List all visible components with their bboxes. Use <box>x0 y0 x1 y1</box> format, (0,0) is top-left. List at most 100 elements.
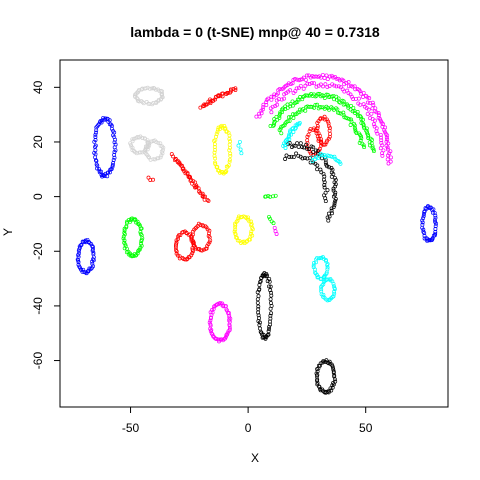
data-point <box>326 121 331 126</box>
data-point <box>386 147 390 152</box>
data-point <box>228 151 233 156</box>
data-point <box>288 104 293 109</box>
data-point <box>227 157 232 162</box>
data-point <box>184 257 189 262</box>
data-point <box>359 91 363 96</box>
data-point <box>334 76 339 81</box>
data-point <box>227 137 232 141</box>
data-point <box>356 96 361 101</box>
data-point <box>311 145 316 150</box>
y-tick-label: 40 <box>31 80 45 94</box>
data-point <box>264 100 269 105</box>
data-point <box>433 220 438 224</box>
data-point <box>422 233 427 238</box>
data-point <box>384 135 389 140</box>
data-point <box>257 323 262 327</box>
data-point <box>194 225 199 230</box>
data-point <box>432 218 437 223</box>
data-point <box>146 154 151 159</box>
x-axis: -50 0 50 <box>122 406 373 435</box>
data-point <box>320 116 325 121</box>
data-point <box>193 246 198 251</box>
data-point <box>310 155 315 160</box>
data-point <box>333 379 338 384</box>
data-point <box>314 148 318 153</box>
data-point <box>319 287 324 292</box>
data-point <box>158 141 163 146</box>
data-point <box>378 117 383 122</box>
data-point <box>228 87 233 92</box>
data-point <box>132 149 136 153</box>
data-point <box>304 142 309 147</box>
data-point <box>208 318 213 323</box>
data-point <box>122 246 127 251</box>
y-tick-label: 20 <box>31 135 45 149</box>
data-point <box>139 237 144 242</box>
data-point <box>122 232 127 237</box>
data-point <box>324 73 329 78</box>
data-point <box>231 87 236 91</box>
data-point <box>207 240 212 245</box>
data-point <box>337 78 342 83</box>
data-point <box>323 82 328 87</box>
data-point <box>257 320 262 325</box>
data-point <box>294 151 299 156</box>
data-point <box>379 140 384 145</box>
y-tick-label: -20 <box>31 242 45 260</box>
data-point <box>147 101 152 106</box>
data-point <box>145 141 150 146</box>
data-point <box>354 131 359 135</box>
data-point <box>305 81 310 86</box>
data-point <box>378 146 383 151</box>
data-point <box>122 226 127 231</box>
data-point <box>277 113 282 118</box>
data-point <box>432 210 437 215</box>
data-point <box>300 97 305 102</box>
data-point <box>297 97 302 102</box>
data-point <box>266 96 271 101</box>
data-point <box>111 161 116 166</box>
data-point <box>151 86 156 90</box>
data-point <box>138 232 143 236</box>
data-point <box>113 148 118 153</box>
data-point <box>148 86 152 91</box>
data-point <box>248 231 253 236</box>
data-point <box>207 231 211 236</box>
data-point <box>310 159 315 163</box>
data-point <box>227 159 232 164</box>
data-point <box>233 227 238 232</box>
data-point <box>331 367 336 372</box>
data-point <box>319 143 323 148</box>
data-point <box>329 388 334 393</box>
data-point <box>361 90 366 95</box>
data-point <box>249 219 253 224</box>
data-point <box>305 146 309 151</box>
data-point <box>371 103 376 107</box>
data-point <box>328 386 333 391</box>
data-point <box>326 136 331 141</box>
data-point <box>422 236 427 241</box>
data-point <box>208 316 213 321</box>
data-point <box>268 297 273 302</box>
data-point <box>254 114 259 119</box>
data-point <box>133 136 138 141</box>
data-point <box>214 132 219 136</box>
data-point <box>325 164 330 169</box>
data-point <box>320 72 325 77</box>
data-point <box>377 113 381 118</box>
data-point <box>318 361 323 366</box>
data-point <box>88 267 93 272</box>
data-point <box>209 98 214 103</box>
data-point <box>287 141 292 145</box>
data-point <box>338 100 343 105</box>
data-point <box>294 86 299 91</box>
data-point <box>79 267 84 272</box>
data-point <box>433 215 438 220</box>
data-point <box>137 247 142 252</box>
data-point <box>91 264 95 269</box>
data-point <box>333 190 338 195</box>
data-point <box>332 291 337 296</box>
x-tick-label: -50 <box>122 421 140 435</box>
data-point <box>269 110 274 115</box>
data-point <box>312 261 316 265</box>
